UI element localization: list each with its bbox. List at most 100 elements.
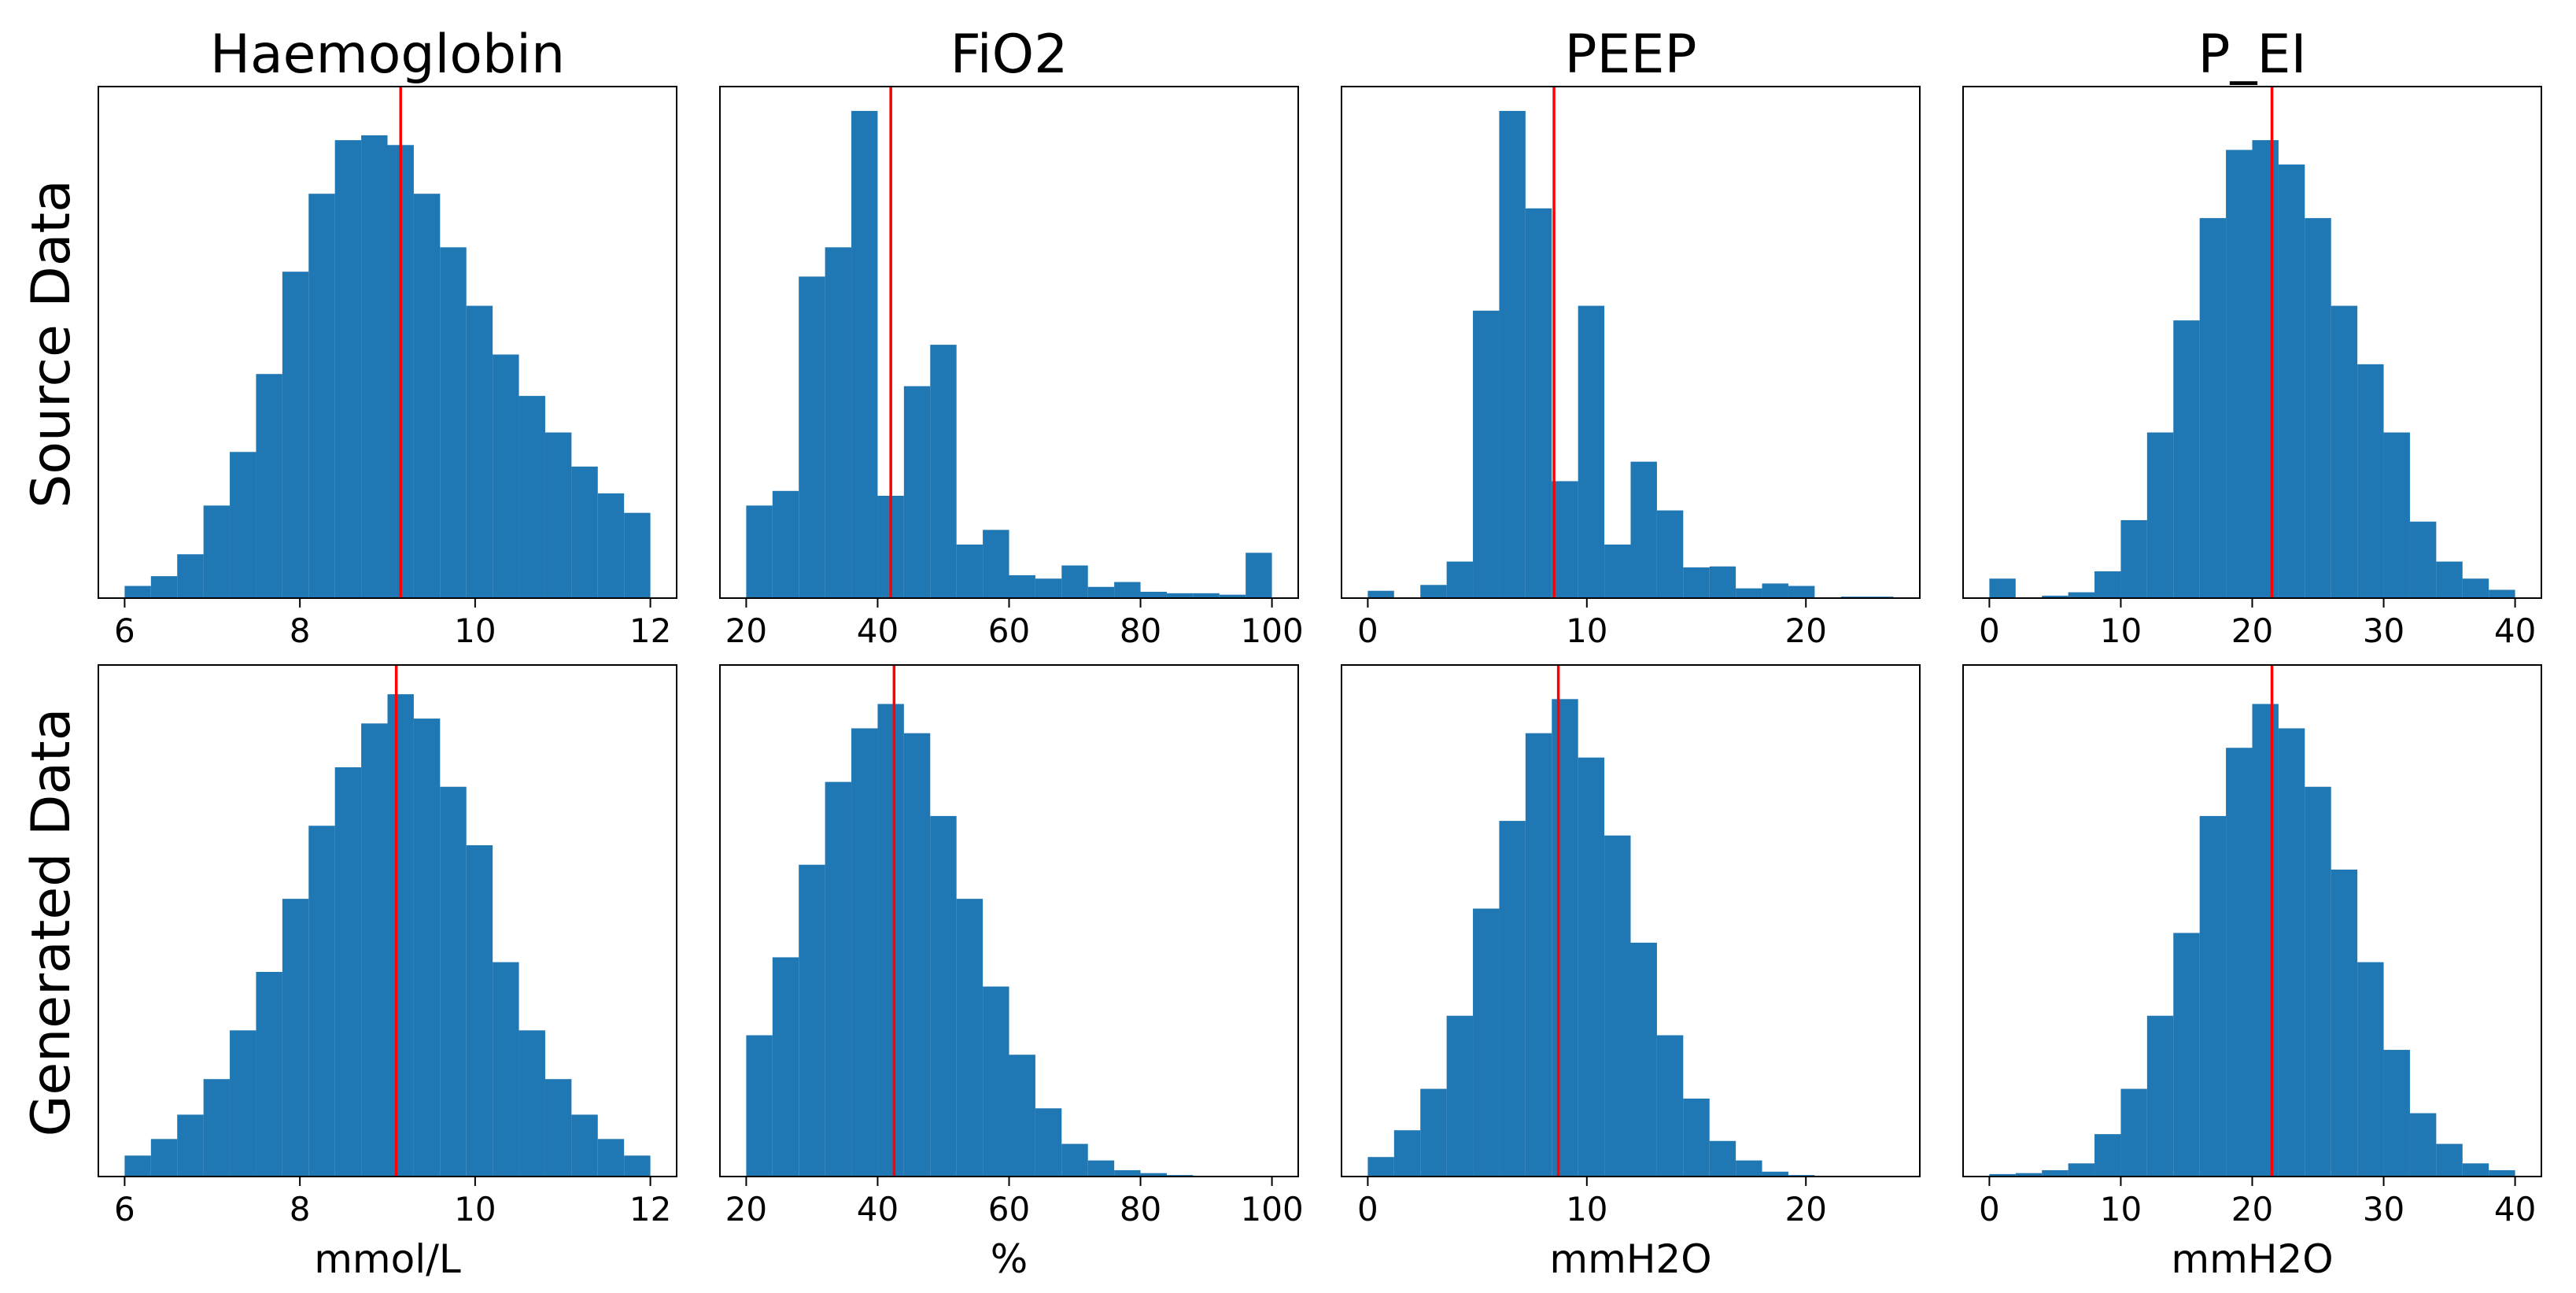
histogram-bar bbox=[1762, 583, 1788, 598]
histogram-panel: 6 8 10 12 mmol/L bbox=[98, 664, 677, 1282]
histogram-bar bbox=[1656, 510, 1684, 598]
histogram-bar bbox=[2436, 1143, 2463, 1177]
axes-frame bbox=[1341, 86, 1921, 599]
histogram-bar bbox=[150, 576, 178, 598]
histogram-bar bbox=[1367, 1157, 1394, 1177]
histogram-bar bbox=[2305, 786, 2331, 1177]
histogram-bar bbox=[1166, 593, 1194, 598]
x-tick-label: 100 bbox=[1241, 1190, 1304, 1228]
histogram-bar bbox=[2042, 595, 2069, 598]
x-tick-label: 10 bbox=[2100, 1190, 2142, 1228]
histogram-bar bbox=[956, 544, 984, 598]
histogram-bar bbox=[851, 728, 878, 1177]
histogram-bar bbox=[124, 586, 151, 598]
histogram-bar bbox=[2278, 728, 2305, 1177]
x-tick-label: 12 bbox=[629, 1190, 671, 1228]
histogram-bar bbox=[2462, 1163, 2489, 1177]
histogram-bar bbox=[1087, 1160, 1115, 1177]
histogram-bar bbox=[2015, 1173, 2043, 1177]
histogram-panel: 0 10 20 mmH2O bbox=[1341, 664, 1921, 1282]
histogram-bar bbox=[1393, 1130, 1421, 1177]
histogram-bar bbox=[2252, 704, 2279, 1177]
histogram-bar bbox=[571, 466, 598, 598]
x-tick-label: 60 bbox=[988, 1190, 1030, 1228]
x-tick-label: 60 bbox=[988, 611, 1030, 650]
histogram-panel: 6 8 10 12 Haemoglobin bbox=[98, 24, 677, 650]
histogram-bar bbox=[772, 490, 799, 598]
x-tick-label: 40 bbox=[2494, 1190, 2536, 1228]
histogram-bar bbox=[2094, 1134, 2121, 1177]
histogram-bar bbox=[983, 530, 1009, 598]
histogram-bar bbox=[1219, 594, 1246, 598]
histogram-bar bbox=[2305, 218, 2331, 598]
histogram-bar bbox=[597, 1139, 625, 1177]
row-label-source: Source Data bbox=[20, 179, 83, 508]
histogram-bar bbox=[2173, 933, 2200, 1177]
histogram-panel: 20 40 60 80 100% bbox=[719, 664, 1304, 1282]
x-tick-label: 20 bbox=[2231, 611, 2273, 650]
histogram-bar bbox=[1709, 566, 1736, 598]
histogram-bar bbox=[1061, 1143, 1088, 1177]
row-label-generated: Generated Data bbox=[20, 708, 83, 1137]
histogram-bar bbox=[2278, 164, 2305, 599]
histogram-bar bbox=[1604, 544, 1631, 598]
x-tick-label: 20 bbox=[1785, 1190, 1827, 1228]
histogram-bar bbox=[334, 767, 362, 1177]
histogram-bar bbox=[2120, 519, 2147, 598]
histogram-bar bbox=[256, 972, 282, 1177]
histogram-bar bbox=[2173, 320, 2200, 598]
histogram-bar bbox=[1499, 821, 1526, 1177]
histogram-bar bbox=[466, 305, 493, 598]
histogram-bar bbox=[2331, 870, 2358, 1177]
histogram-bar bbox=[571, 1114, 598, 1177]
histogram-bar bbox=[1246, 552, 1272, 598]
histogram-bar bbox=[124, 1155, 151, 1177]
histogram-bar bbox=[1061, 565, 1088, 598]
x-tick-label: 0 bbox=[1979, 1190, 2000, 1228]
histogram-bar bbox=[413, 194, 441, 598]
histogram-bar bbox=[799, 864, 825, 1177]
histogram-bar bbox=[466, 845, 493, 1177]
histogram-bar bbox=[2383, 432, 2410, 598]
axes-frame bbox=[1341, 664, 1921, 1177]
histogram-bar bbox=[361, 135, 388, 598]
x-tick-label: 10 bbox=[1566, 1190, 1607, 1228]
histogram-bar bbox=[177, 554, 204, 598]
x-tick-label: 8 bbox=[290, 1190, 311, 1228]
x-axis-label: mmH2O bbox=[2171, 1236, 2333, 1282]
panel-title: FiO2 bbox=[950, 24, 1068, 86]
histogram-bar bbox=[1578, 757, 1605, 1177]
x-tick-label: 40 bbox=[857, 1190, 899, 1228]
histogram-bar bbox=[1087, 586, 1115, 598]
x-tick-label: 80 bbox=[1120, 611, 1161, 650]
histogram-bar bbox=[440, 786, 467, 1177]
panel-title: P_EI bbox=[2198, 24, 2306, 86]
histogram-bar bbox=[772, 957, 799, 1177]
x-tick-label: 10 bbox=[2100, 611, 2142, 650]
histogram-bar bbox=[956, 899, 984, 1177]
histogram-bar bbox=[1788, 586, 1815, 598]
x-tick-label: 8 bbox=[290, 611, 311, 650]
x-tick-label: 40 bbox=[857, 611, 899, 650]
histogram-bar bbox=[2252, 140, 2279, 599]
histogram-bar bbox=[361, 723, 388, 1177]
histogram-bar bbox=[1525, 208, 1552, 598]
histogram-bar bbox=[1552, 481, 1578, 598]
histogram-bar bbox=[1989, 578, 2016, 598]
histogram-panel: 0 10 20 30 40 mmH2O bbox=[1962, 664, 2542, 1282]
histogram-bar bbox=[1140, 1173, 1167, 1177]
histogram-bar bbox=[203, 505, 231, 598]
x-tick-label: 20 bbox=[725, 611, 767, 650]
histogram-bar bbox=[851, 110, 878, 598]
histogram-bar bbox=[1578, 305, 1605, 598]
axes-frame bbox=[98, 664, 677, 1177]
histogram-bar bbox=[1552, 699, 1578, 1177]
histogram-bar bbox=[1009, 1055, 1035, 1177]
histogram-bar bbox=[2226, 748, 2253, 1177]
x-tick-label: 6 bbox=[114, 1190, 135, 1228]
histogram-bar bbox=[282, 272, 309, 598]
histogram-bar bbox=[1446, 561, 1474, 598]
histogram-bar bbox=[230, 452, 256, 598]
histogram-bar bbox=[203, 1079, 231, 1177]
